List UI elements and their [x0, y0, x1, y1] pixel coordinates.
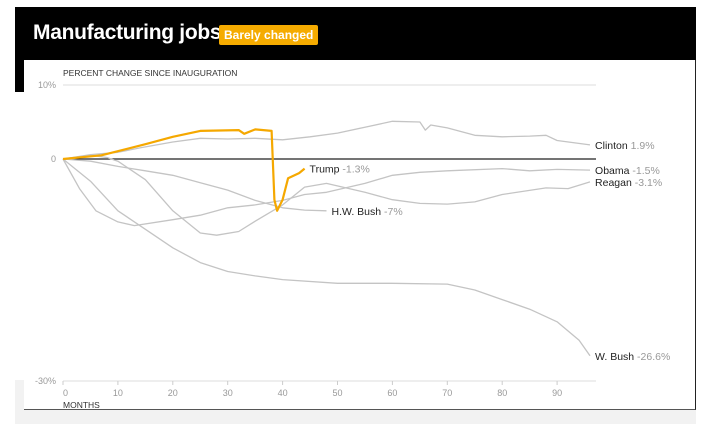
x-tick-label: 20 [168, 388, 178, 398]
series-label-obama: Obama -1.5% [595, 165, 660, 177]
status-badge: Barely changed [219, 25, 319, 45]
series-value: -1.3% [342, 164, 369, 176]
y-axis-title: PERCENT CHANGE SINCE INAUGURATION [63, 68, 237, 78]
series-label-clinton: Clinton 1.9% [595, 140, 655, 152]
y-tick-label: -30% [35, 376, 56, 386]
y-tick-label: 0 [51, 154, 56, 164]
x-tick-label: 50 [332, 388, 342, 398]
series-line-reagan [62, 154, 591, 236]
series-name: H.W. Bush [332, 206, 385, 218]
x-tick-label: 60 [387, 388, 397, 398]
series-value: -26.6% [637, 351, 670, 363]
series-name: Obama [595, 165, 632, 177]
series-line-w-bush [62, 158, 591, 357]
series-name: W. Bush [595, 351, 637, 363]
series-name: Reagan [595, 177, 635, 189]
series-line-trump [62, 128, 306, 212]
x-tick-label: 80 [497, 388, 507, 398]
x-axis-title: MONTHS [63, 400, 100, 410]
series-value: 1.9% [631, 140, 655, 152]
series-label-reagan: Reagan -3.1% [595, 177, 662, 189]
x-tick-label: 40 [278, 388, 288, 398]
x-tick-label: 10 [113, 388, 123, 398]
chart-card [24, 60, 696, 410]
y-tick-label: 10% [38, 80, 56, 90]
series-line-obama [62, 158, 591, 227]
series-value: -7% [384, 206, 403, 218]
chart-title: Manufacturing jobs [33, 21, 222, 44]
series-line-h-w-bush [62, 158, 327, 212]
x-tick-label: 0 [63, 388, 68, 398]
series-label-trump: Trump -1.3% [310, 164, 370, 176]
x-tick-label: 70 [442, 388, 452, 398]
series-value: -1.5% [632, 165, 659, 177]
x-tick-label: 90 [552, 388, 562, 398]
series-name: Trump [310, 164, 343, 176]
series-line-clinton [62, 120, 591, 160]
series-label-w-bush: W. Bush -26.6% [595, 351, 670, 363]
series-value: -3.1% [635, 177, 662, 189]
series-name: Clinton [595, 140, 631, 152]
x-tick-label: 30 [223, 388, 233, 398]
series-label-h-w-bush: H.W. Bush -7% [332, 206, 403, 218]
